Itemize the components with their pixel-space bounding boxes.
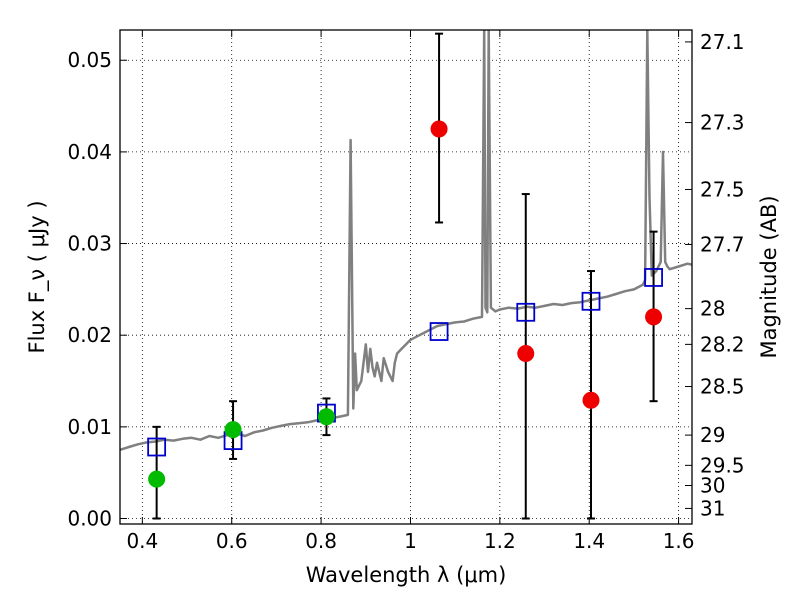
y-axis-label: Flux F_ν ( μJy ) <box>25 200 50 353</box>
detection-point <box>317 408 335 426</box>
sed-template-line <box>120 30 692 451</box>
magnitude-tick-label: 27.5 <box>700 177 745 201</box>
magnitude-tick-label: 31 <box>700 496 725 520</box>
y-tick-label: 0.03 <box>67 232 112 256</box>
measurement-point <box>430 120 448 138</box>
magnitude-tick-label: 27.7 <box>700 232 745 256</box>
plot-area <box>120 30 692 524</box>
x-tick-label: 1 <box>404 529 417 553</box>
y-tick-label: 0.05 <box>67 48 112 72</box>
x-tick-label: 0.8 <box>305 529 337 553</box>
model-square-point <box>429 322 449 341</box>
x-tick-label: 1.2 <box>484 529 516 553</box>
magnitude-tick-label: 28.5 <box>700 375 745 399</box>
magnitude-tick-label: 27.1 <box>700 30 745 54</box>
magnitude-tick-label: 29.5 <box>700 453 745 477</box>
plot-content <box>120 30 692 520</box>
y-tick-label: 0.01 <box>67 415 112 439</box>
plot-frame <box>119 29 693 525</box>
model-square-point <box>581 291 601 311</box>
detection-point <box>224 421 242 439</box>
magnitude-tick-label: 29 <box>700 423 725 447</box>
model-square-point <box>516 302 536 322</box>
y-tick-label: 0.02 <box>67 323 112 347</box>
measurement-point <box>517 345 535 363</box>
grid-lines <box>120 30 692 524</box>
x-tick-label: 0.6 <box>216 529 248 553</box>
model-square-point <box>644 268 663 287</box>
detection-point <box>148 470 166 488</box>
x-tick-label: 0.4 <box>126 529 158 553</box>
magnitude-tick-label: 30 <box>700 474 725 498</box>
magnitude-tick-label: 27.3 <box>700 111 745 135</box>
measurement-point <box>645 308 663 326</box>
x-tick-label: 1.4 <box>573 529 605 553</box>
y-tick-label: 0.04 <box>67 140 112 164</box>
y-tick-label: 0.00 <box>67 507 112 531</box>
x-axis-label: Wavelength λ (μm) <box>306 563 507 587</box>
magnitude-tick-label: 28 <box>700 297 725 321</box>
y2-axis-label: Magnitude (AB) <box>757 195 781 358</box>
model-square-point <box>147 437 167 457</box>
axes: 0.4 0.6 0.8 1 1.2 1.4 1.6 0.00 0.01 0.02 0.03 0.04 0… <box>67 29 745 553</box>
measurement-point <box>582 391 600 409</box>
magnitude-tick-label: 28.2 <box>700 332 745 356</box>
x-tick-label: 1.6 <box>663 529 695 553</box>
